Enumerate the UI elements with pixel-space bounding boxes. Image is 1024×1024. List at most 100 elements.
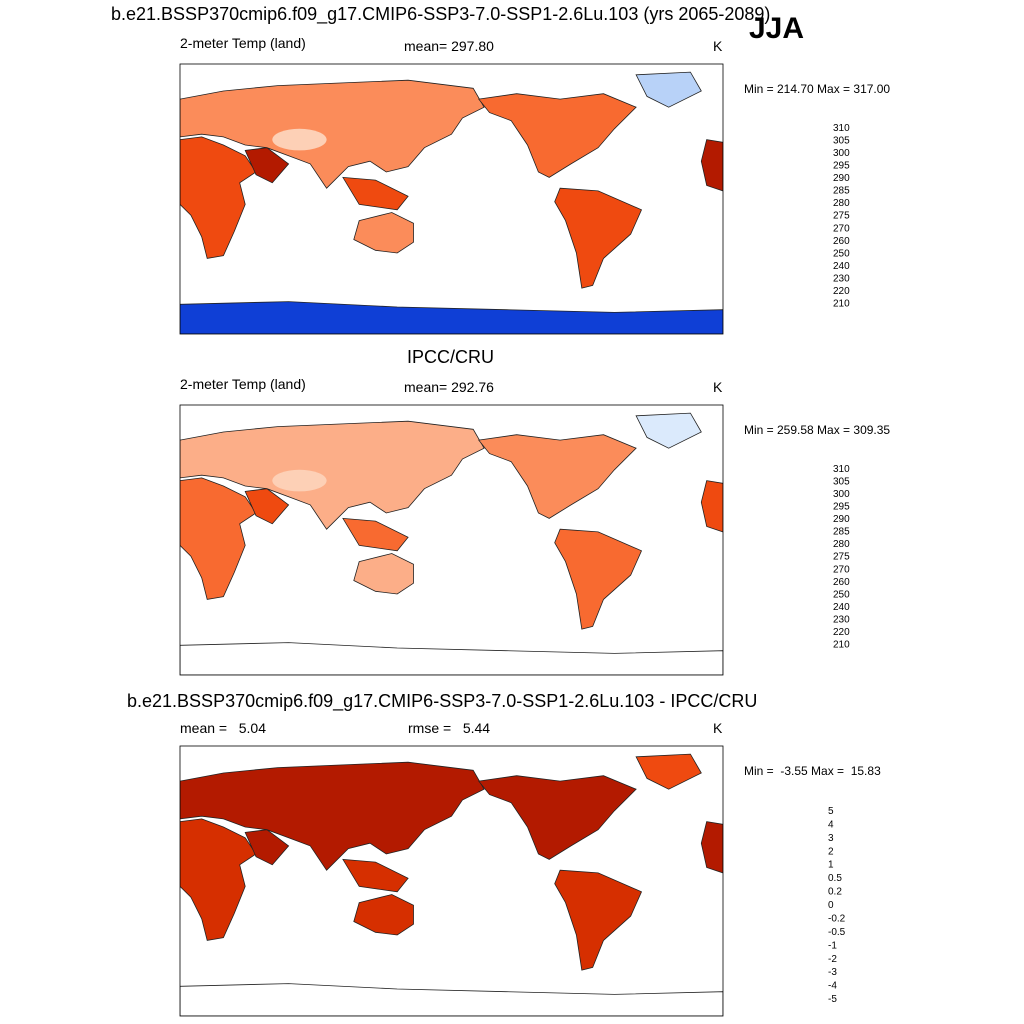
colorbar-tick-label: 1 bbox=[828, 860, 834, 871]
colorbar-tick-label: 290 bbox=[833, 514, 850, 525]
land-namerica bbox=[477, 434, 637, 519]
colorbar-tick-label: 210 bbox=[833, 639, 850, 650]
map-panel-1 bbox=[180, 64, 723, 334]
map-frame bbox=[179, 404, 724, 676]
panel1-variable-label: 2-meter Temp (land) bbox=[180, 35, 306, 51]
colorbar-tick-label: -5 bbox=[828, 994, 837, 1005]
land-eurasia bbox=[180, 79, 485, 189]
land-eurasia bbox=[180, 761, 485, 871]
map-frame bbox=[179, 63, 724, 335]
land-arabia bbox=[244, 829, 290, 866]
colorbar-tick-label: 240 bbox=[833, 602, 850, 613]
panel1-mean-label: mean= 297.80 bbox=[404, 38, 494, 54]
map-frame bbox=[179, 745, 724, 1017]
colorbar-tick-label: 230 bbox=[833, 273, 850, 284]
season-label: JJA bbox=[749, 12, 805, 45]
colorbar-tick-label: -0.2 bbox=[828, 913, 846, 924]
land-samerica bbox=[554, 187, 643, 289]
colorbar-tick-label: 260 bbox=[833, 236, 850, 247]
panel3-units-label: K bbox=[713, 720, 723, 736]
colorbar-tick-label: 280 bbox=[833, 539, 850, 550]
colorbar-tick-label: -1 bbox=[828, 940, 837, 951]
colorbar-tick-label: 270 bbox=[833, 223, 850, 234]
land-seasia bbox=[342, 517, 409, 552]
land-namerica bbox=[477, 93, 637, 178]
panel2-mean-label: mean= 292.76 bbox=[404, 379, 494, 395]
land-africa bbox=[180, 477, 257, 600]
colorbar-tick-label: 310 bbox=[833, 123, 850, 134]
panel3-minmax-label: Min = -3.55 Max = 15.83 bbox=[744, 764, 881, 778]
land-greenland bbox=[635, 71, 702, 108]
panel3-mean-label: mean = 5.04 bbox=[180, 720, 267, 736]
colorbar-tick-label: 230 bbox=[833, 614, 850, 625]
colorbar-tick-label: 2 bbox=[828, 846, 834, 857]
panel2-units-label: K bbox=[713, 379, 723, 395]
land-greenland bbox=[635, 753, 702, 790]
colorbar-tick-label: 285 bbox=[833, 527, 850, 538]
land-antarctica bbox=[180, 301, 723, 334]
land-samerica bbox=[554, 869, 643, 971]
colorbar-tick-label: 295 bbox=[833, 502, 850, 513]
colorbar-tick-label: 220 bbox=[833, 627, 850, 638]
colorbar-tick-label: 240 bbox=[833, 261, 850, 272]
colorbar-tick-label: -3 bbox=[828, 967, 837, 978]
land-antarctica bbox=[180, 642, 723, 675]
land-africa bbox=[180, 136, 257, 259]
colorbar-tick-label: 285 bbox=[833, 186, 850, 197]
colorbar-tick-label: 220 bbox=[833, 286, 850, 297]
land-africa bbox=[180, 818, 257, 941]
colorbar-tick-label: 305 bbox=[833, 477, 850, 488]
colorbar-tick-label: 210 bbox=[833, 298, 850, 309]
land-seasia bbox=[342, 858, 409, 893]
colorbar-tick-label: 300 bbox=[833, 489, 850, 500]
colorbar-tick-label: 250 bbox=[833, 589, 850, 600]
colorbar-tick-label: -2 bbox=[828, 954, 837, 965]
land-antarctica bbox=[180, 983, 723, 1016]
land-westafrica bbox=[700, 821, 723, 874]
colorbar-tick-label: 275 bbox=[833, 552, 850, 563]
land-arabia bbox=[244, 488, 290, 525]
panel1-title: b.e21.BSSP370cmip6.f09_g17.CMIP6-SSP3-7.… bbox=[111, 4, 771, 24]
map-panel-2 bbox=[180, 405, 723, 675]
colorbar-tick-label: -4 bbox=[828, 981, 837, 992]
colorbar-tick-label: 270 bbox=[833, 564, 850, 575]
panel3-rmse-label: rmse = 5.44 bbox=[408, 720, 491, 736]
colorbar-tick-label: 5 bbox=[828, 806, 834, 817]
land-namerica bbox=[477, 775, 637, 860]
land-australia bbox=[353, 894, 414, 936]
plateau-region bbox=[272, 469, 327, 492]
colorbar-tick-label: 260 bbox=[833, 577, 850, 588]
panel2-title: IPCC/CRU bbox=[407, 347, 495, 367]
colorbar-tick-label: 0 bbox=[828, 900, 834, 911]
land-westafrica bbox=[700, 480, 723, 533]
land-greenland bbox=[635, 412, 702, 449]
colorbar-tick-label: 310 bbox=[833, 464, 850, 475]
land-australia bbox=[353, 553, 414, 595]
panel1-units-label: K bbox=[713, 38, 723, 54]
colorbar-tick-label: 3 bbox=[828, 833, 834, 844]
colorbar-tick-label: -0.5 bbox=[828, 927, 846, 938]
colorbar-tick-label: 305 bbox=[833, 136, 850, 147]
colorbar-tick-label: 0.2 bbox=[828, 887, 842, 898]
land-seasia bbox=[342, 176, 409, 211]
land-australia bbox=[353, 212, 414, 254]
colorbar-tick-label: 295 bbox=[833, 161, 850, 172]
panel3-title: b.e21.BSSP370cmip6.f09_g17.CMIP6-SSP3-7.… bbox=[127, 691, 758, 711]
colorbar-3: 5 4 3 2 1 0.5 0.2 0 -0.2 -0.5 -1 -2 -3 -4 -5 bbox=[828, 806, 846, 1005]
colorbar-tick-label: 4 bbox=[828, 819, 834, 830]
map-panel-3 bbox=[180, 746, 723, 1016]
panel1-minmax-label: Min = 214.70 Max = 317.00 bbox=[744, 82, 891, 96]
colorbar-tick-label: 300 bbox=[833, 148, 850, 159]
panel2-variable-label: 2-meter Temp (land) bbox=[180, 376, 306, 392]
panel2-minmax-label: Min = 259.58 Max = 309.35 bbox=[744, 423, 891, 437]
colorbar-tick-label: 275 bbox=[833, 211, 850, 222]
land-samerica bbox=[554, 528, 643, 630]
plateau-region bbox=[272, 128, 327, 151]
colorbar-tick-label: 250 bbox=[833, 248, 850, 259]
land-westafrica bbox=[700, 139, 723, 192]
colorbar-tick-label: 280 bbox=[833, 198, 850, 209]
colorbar-tick-label: 290 bbox=[833, 173, 850, 184]
